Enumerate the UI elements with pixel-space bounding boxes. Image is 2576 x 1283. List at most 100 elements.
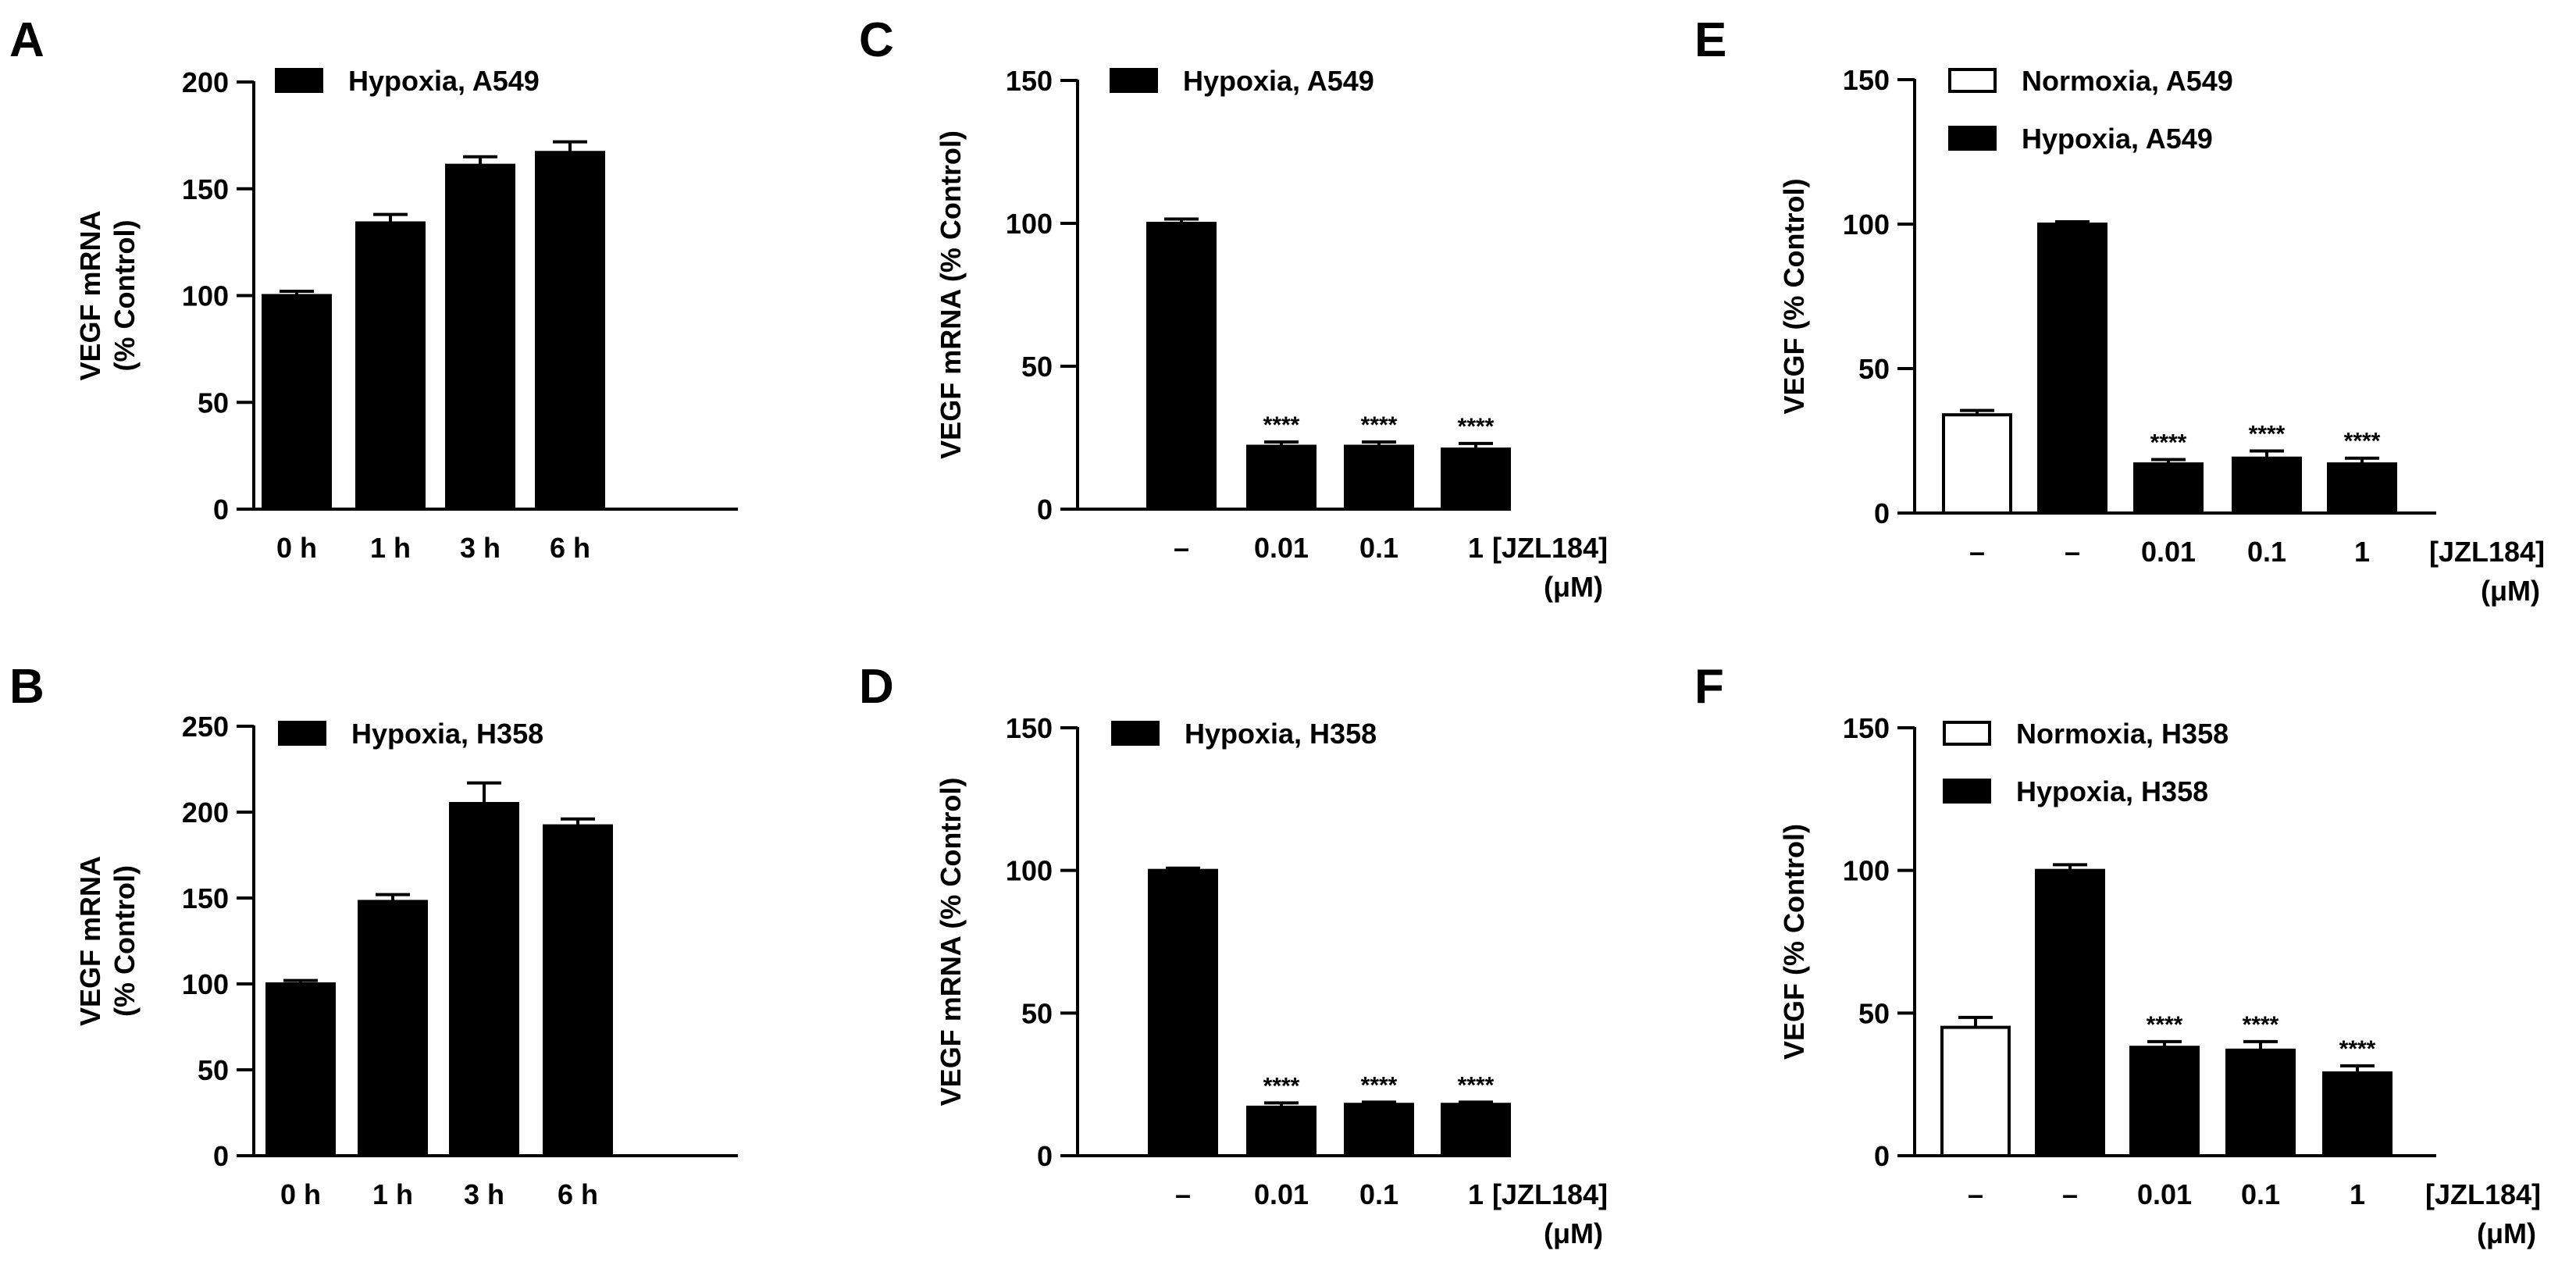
panel-c: C 0 50 100 150 VEGF mRNA (% Control) – **** 0.01… [859,13,1608,603]
bar [1148,868,1218,1157]
bar [449,802,519,1157]
bar [358,900,428,1158]
bar [2037,223,2107,515]
bar [543,824,613,1157]
x-tick-label: – [1969,536,1985,568]
x-unit-label: [JZL184] [2429,536,2545,568]
panel-letter: F [1694,660,1724,714]
y-tick-label: 100 [1843,855,1890,887]
y-tick-label: 0 [213,494,229,526]
y-axis-title: VEGF mRNA [74,210,106,380]
y-axis-title-line2: (% Control) [109,865,141,1017]
bar [2133,462,2204,515]
bar [2035,868,2105,1157]
significance-label: **** [1361,412,1398,438]
y-tick-label: 0 [1874,1140,1890,1172]
significance-label: **** [1361,1072,1398,1098]
y-tick-label: 150 [1006,65,1053,97]
x-tick-label: 3 h [460,532,501,564]
y-tick-label: 50 [1021,351,1053,383]
y-tick-label: 250 [182,711,229,743]
y-tick-label: 200 [182,797,229,829]
bar [2322,1071,2393,1158]
legend-label: Hypoxia, H358 [351,718,543,750]
x-tick-label: 1 [1468,1178,1484,1210]
legend-swatch [1111,721,1160,746]
significance-label: **** [2249,421,2286,447]
legend-swatch [1110,68,1158,93]
x-tick-label: 0.1 [1359,1178,1398,1210]
y-tick-label: 50 [198,387,229,419]
panel-e: E 0 50 100 150 VEGF (% Control) – – **** 0.01 ****… [1694,13,2545,607]
bar [1344,444,1414,511]
significance-label: **** [1458,414,1495,440]
x-unit-sublabel: (μM) [2477,1217,2536,1249]
x-tick-label: – [1175,1178,1191,1210]
y-tick-label: 100 [1006,208,1053,240]
x-unit-label: [JZL184] [2425,1178,2541,1210]
bar [1146,222,1217,511]
x-tick-label: 6 h [550,532,590,564]
panel-letter: E [1694,13,1726,67]
legend-swatch [275,68,323,93]
y-tick-label: 100 [182,280,229,312]
bar [262,294,332,511]
y-axis-title: VEGF mRNA [74,856,106,1026]
significance-label: **** [2344,429,2381,454]
bar [1942,413,2012,515]
significance-label: **** [2243,1012,2279,1038]
x-tick-label: – [2065,536,2080,568]
y-axis-title-line2: (% Control) [109,220,141,372]
bar [445,163,515,511]
bar [355,221,426,511]
x-unit-label: [JZL184] [1492,1178,1608,1210]
x-tick-label: 1 h [372,1178,413,1210]
x-unit-sublabel: (μM) [2481,575,2540,607]
significance-label: **** [2150,430,2187,456]
legend-label: Hypoxia, H358 [1185,718,1377,750]
x-tick-label: – [2062,1178,2078,1210]
y-tick-label: 0 [1874,497,1890,529]
bar [1246,1105,1317,1157]
bar [1246,444,1317,511]
x-tick-label: 0 h [276,532,317,564]
y-tick-label: 150 [1843,712,1890,744]
legend-label: Hypoxia, A549 [2022,123,2213,155]
bar [2225,1048,2296,1157]
x-unit-sublabel: (μM) [1544,1217,1603,1249]
y-tick-label: 50 [1858,997,1890,1029]
x-tick-label: – [1968,1178,1983,1210]
significance-label: **** [2339,1036,2376,1062]
y-tick-label: 100 [1843,208,1890,241]
legend-swatch [1943,721,1991,746]
legend-swatch [1948,126,1997,151]
bar [1344,1103,1414,1157]
x-unit-label: [JZL184] [1492,532,1608,564]
x-tick-label: 0.01 [1254,1178,1309,1210]
y-axis-title: VEGF mRNA (% Control) [935,778,967,1107]
x-tick-label: – [1174,532,1189,564]
bar [265,982,336,1157]
y-tick-label: 100 [1006,855,1053,887]
legend-label: Normoxia, H358 [2016,718,2229,750]
panel-letter: B [9,660,45,714]
significance-label: **** [1458,1072,1495,1098]
bar [2327,462,2397,515]
panel-b: B 0 50 100 150 200 250 VEGF mRNA (% Control) 0 h 1… [9,660,738,1210]
x-tick-label: 0.1 [2241,1178,2280,1210]
x-tick-label: 0.01 [1254,532,1309,564]
x-tick-label: 0.1 [2247,536,2286,568]
legend-label: Hypoxia, H358 [2016,775,2208,807]
x-tick-label: 0.01 [2141,536,2196,568]
x-tick-label: 3 h [464,1178,504,1210]
legend-label: Normoxia, A549 [2022,65,2233,97]
y-tick-label: 50 [1858,353,1890,385]
y-tick-label: 150 [1843,64,1890,96]
significance-label: **** [2147,1012,2183,1038]
significance-label: **** [1263,1073,1300,1099]
y-tick-label: 50 [1021,997,1053,1029]
bar [2232,456,2302,515]
bar [1940,1025,2011,1157]
y-tick-label: 0 [213,1140,229,1172]
